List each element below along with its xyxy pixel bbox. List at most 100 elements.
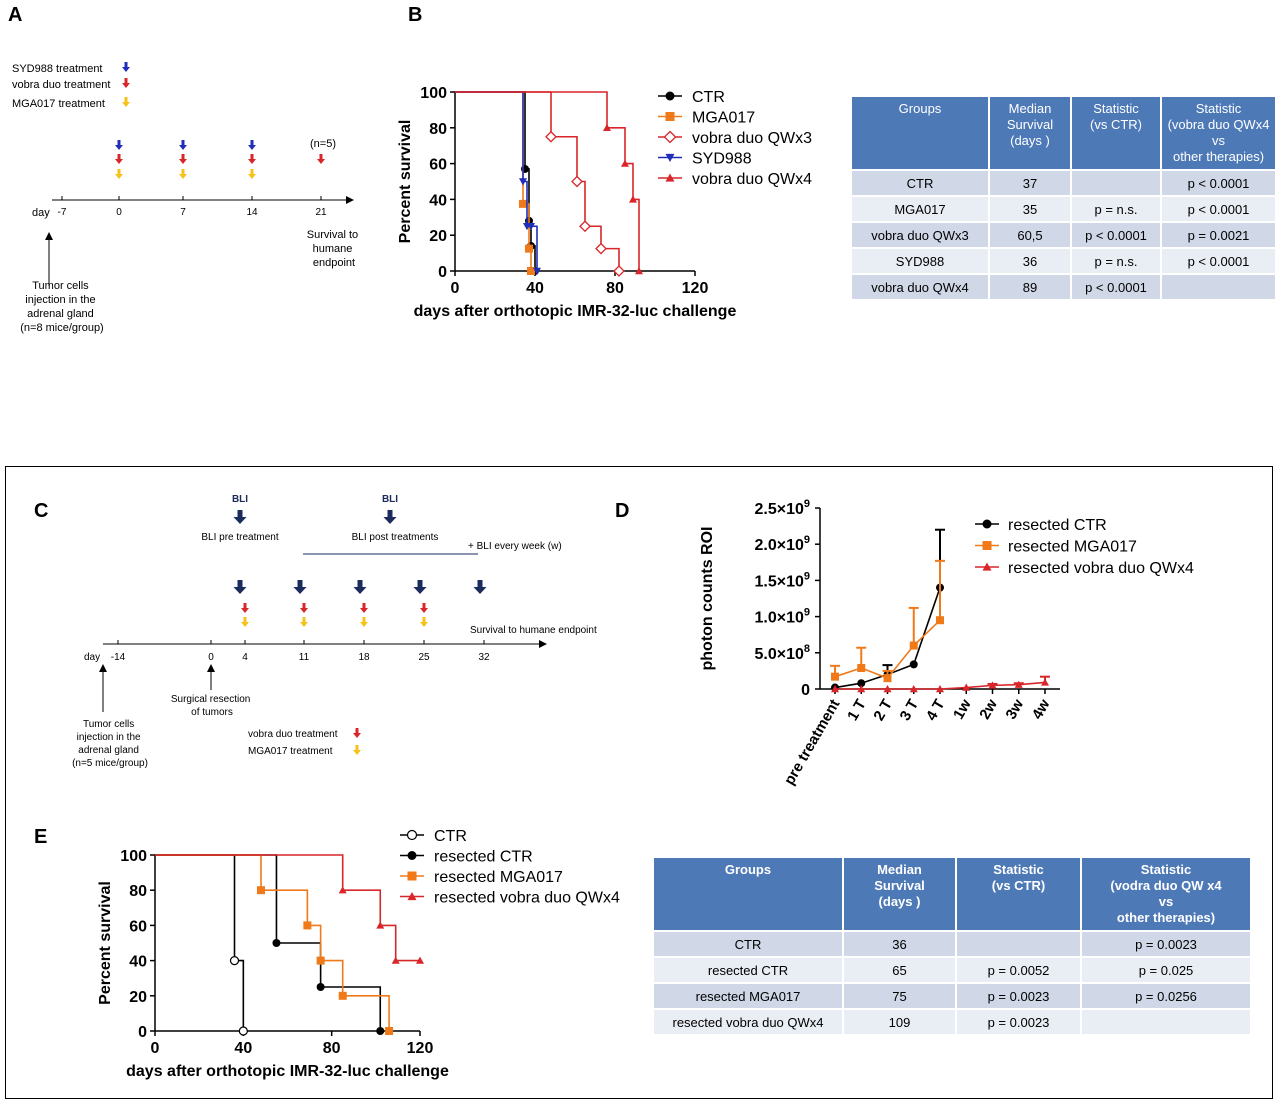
arrow-yellow-icon [248,169,256,179]
series-line [155,854,390,1031]
legend-marker [982,562,992,571]
arrow-red-icon [179,154,187,164]
y-axis-label: photon counts ROI [699,527,716,671]
bli-arrow-icon [383,510,397,524]
y-tick-label: 60 [429,157,447,174]
legend-a-arrows [122,62,130,107]
timeline-tick-label: 0 [116,207,122,218]
data-point [545,130,557,143]
legend-marker [407,871,417,881]
table-cell: 35 [988,195,1072,223]
arrow-red-icon [241,603,249,613]
legend-label: resected MGA017 [1008,539,1137,556]
table-cell [1160,273,1277,301]
arrow-red-icon [317,154,325,164]
y-tick-label-exp: 9 [804,534,810,546]
bli-arrow-icon [473,580,487,594]
table-cell: CTR [850,169,990,197]
data-point [962,683,971,691]
legend-marker [665,153,675,162]
x-tick-label: 0 [451,280,460,297]
table-e: Groups Median Survival (days ) Statistic (v… [652,856,1252,1036]
legend-label: resected vobra duo QWx4 [434,890,620,907]
series-line [155,854,420,962]
bli-post-label: BLI post treatments [352,532,439,543]
arrow-yellow-icon [420,617,428,627]
data-point [527,267,535,275]
data-point [613,265,625,277]
table-cell: 75 [842,982,957,1010]
table-cell [955,930,1082,958]
x-tick-label: 120 [407,1040,434,1057]
x-tick-label: 1w [950,696,975,722]
bli-label-pre: BLI [232,494,248,505]
panel-letter-e: E [34,826,48,848]
data-point [571,175,583,188]
data-point [936,616,944,625]
arrow-blue-icon [179,140,187,150]
table-row: CTR 36 p = 0.0023 [652,930,1252,958]
y-tick-label: 1.5×109 [754,570,810,590]
legend-marker [406,829,418,841]
y-tick-label: 2.0×109 [754,534,810,554]
table-cell: vobra duo QWx3 [850,221,990,249]
bli-arrow-icon [233,580,247,594]
panel-c-d-e-frame [5,466,1273,1099]
data-point [229,956,240,966]
y-tick-label-base: 2.5×10 [754,501,803,518]
table-cell: p = n.s. [1070,195,1162,223]
timeline-tick-label: 21 [315,207,327,218]
table-cell: p = 0.0023 [955,1008,1082,1036]
series-line [155,854,382,1031]
timeline-a-day-label: day [32,207,50,219]
bli-arrow-icon [293,580,307,594]
table-cell: 36 [842,930,957,958]
timeline-tick-label: -14 [111,652,126,663]
arrow-yellow-icon [179,169,187,179]
x-tick-label: 40 [526,280,544,297]
y-tick-label-base: 1.0×10 [754,610,803,627]
table-cell: p = 0.025 [1080,956,1252,984]
series-line [155,854,245,1031]
arrow-yellow-icon [179,169,187,179]
legend-marker [665,91,675,101]
legend-a-mga017: MGA017 treatment [12,98,105,110]
y-tick-label: 20 [129,989,147,1006]
data-point [857,685,866,693]
data-point [257,886,265,895]
legend-marker [982,519,992,529]
panel-letter-a: A [8,4,23,26]
y-tick-label: 80 [429,121,447,138]
legend-a-syd988: SYD988 treatment [12,63,103,75]
series-line [455,91,640,271]
data-point [831,672,839,681]
y-tick-label: 0 [438,264,447,281]
arrow-red-icon [317,154,325,164]
data-point [635,267,643,275]
timeline-tick-label: 0 [208,652,214,663]
arrow-red-icon [248,154,256,164]
table-cell: p < 0.0001 [1160,247,1277,275]
panel-c-schematic: BLI BLI BLI pre treatment BLI post treat… [72,494,597,769]
data-point [316,983,325,991]
table-cell: p = 0.0021 [1160,221,1277,249]
data-point [376,1027,385,1035]
y-tick-label: 2.5×109 [754,498,810,518]
legend-marker [982,541,992,550]
table-cell: 109 [842,1008,957,1036]
arrow-red-icon [179,154,187,164]
table-cell: p < 0.0001 [1160,169,1277,197]
table-cell: p < 0.0001 [1160,195,1277,223]
table-b-header-median: Median Survival (days ) [988,95,1072,171]
y-tick-label: 20 [429,228,447,245]
data-point [909,660,918,669]
x-tick-label: 120 [682,280,709,297]
x-axis-label: days after orthotopic IMR-32-luc challen… [126,1063,449,1080]
data-point [988,681,997,689]
y-axis-label: Percent survival [97,881,114,1005]
x-tick-label: 4w [1029,696,1054,722]
table-cell: 65 [842,956,957,984]
arrow-red-icon [241,603,249,613]
data-point [621,159,629,167]
bli-arrow-icon [233,580,247,594]
